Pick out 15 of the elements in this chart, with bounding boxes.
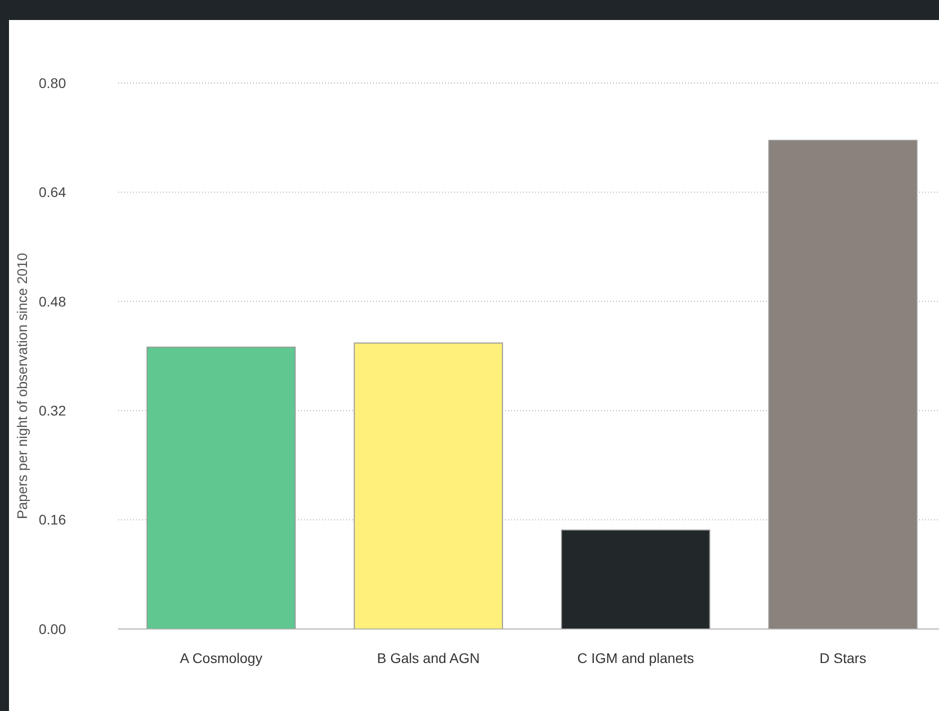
x-tick-label: C IGM and planets [577, 650, 694, 666]
y-tick-label: 0.00 [38, 620, 66, 637]
y-tick-label: 0.64 [38, 184, 66, 200]
bar [146, 346, 296, 630]
x-tick-label: B Gals and AGN [377, 650, 480, 666]
y-axis-title: Papers per night of observation since 2010 [14, 252, 30, 520]
x-tick-label: A Cosmology [180, 650, 262, 666]
bar [354, 342, 503, 630]
y-tick-label: 0.32 [38, 402, 66, 418]
x-tick-label: D Stars [820, 650, 866, 666]
y-tick-label: 0.80 [38, 74, 66, 91]
y-tick-label: 0.48 [38, 293, 66, 310]
bar [561, 530, 710, 630]
y-tick-label: 0.16 [38, 512, 66, 528]
bar [768, 140, 918, 630]
